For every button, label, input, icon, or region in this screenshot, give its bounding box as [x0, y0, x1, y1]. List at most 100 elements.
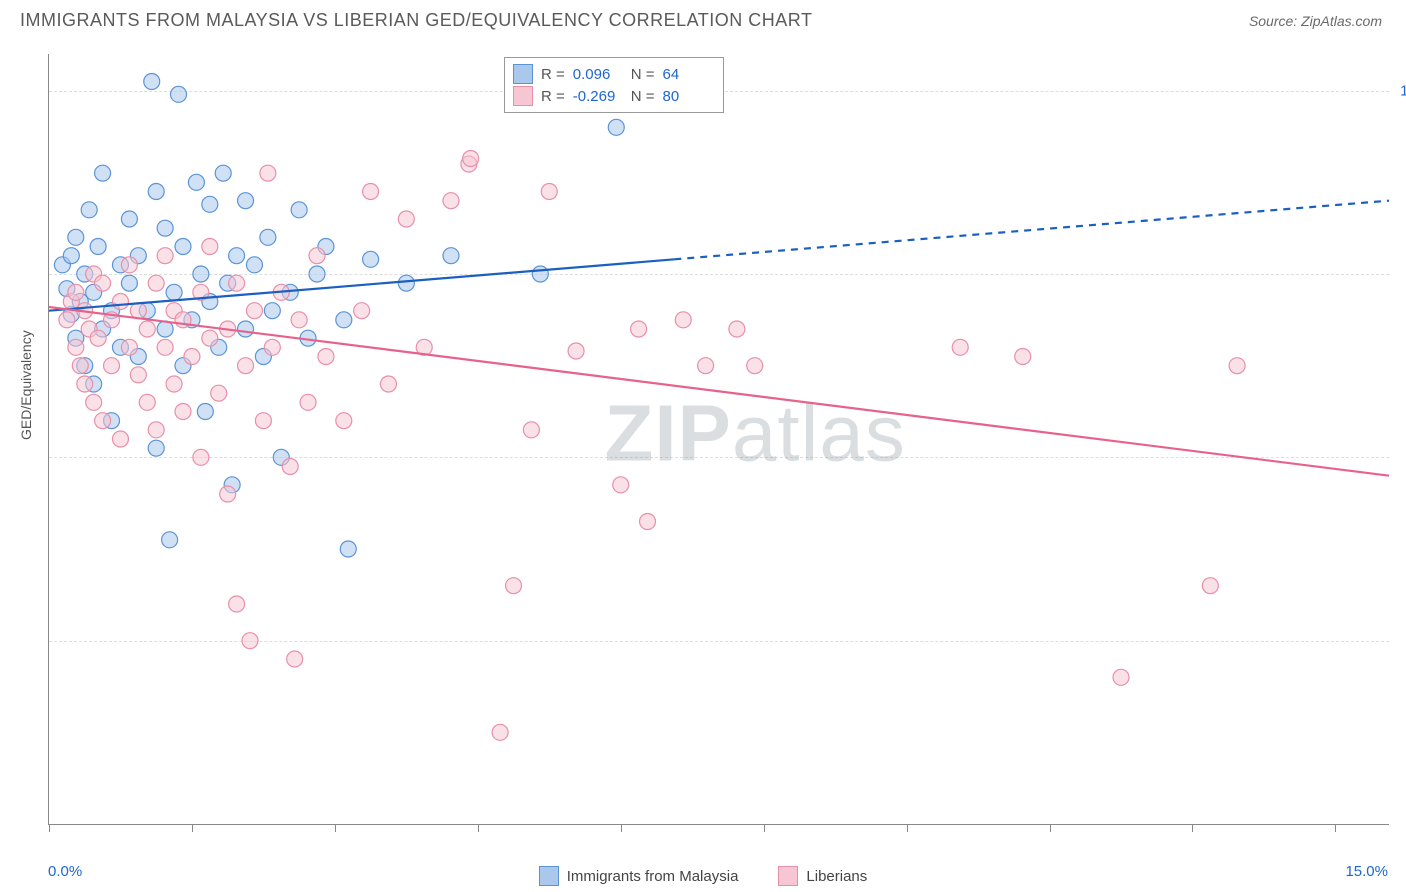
scatter-point: [698, 358, 714, 374]
scatter-point: [631, 321, 647, 337]
n-label-1: N =: [631, 66, 655, 83]
r-label-1: R =: [541, 66, 565, 83]
scatter-point: [675, 312, 691, 328]
scatter-point: [90, 330, 106, 346]
scatter-point: [282, 459, 298, 475]
scatter-point: [148, 422, 164, 438]
scatter-point: [747, 358, 763, 374]
scatter-point: [193, 449, 209, 465]
legend-swatch-2: [778, 866, 798, 886]
scatter-point: [112, 294, 128, 310]
scatter-point: [171, 86, 187, 102]
scatter-point: [318, 349, 334, 365]
swatch-series2: [513, 86, 533, 106]
legend-stats-box: R = 0.096 N = 64 R = -0.269 N = 80: [504, 57, 724, 113]
scatter-point: [532, 266, 548, 282]
scatter-point: [175, 239, 191, 255]
x-tick: [192, 824, 193, 832]
legend-label-2: Liberians: [806, 868, 867, 885]
x-tick: [49, 824, 50, 832]
r-label-2: R =: [541, 88, 565, 105]
scatter-point: [81, 202, 97, 218]
scatter-point: [309, 248, 325, 264]
x-tick: [478, 824, 479, 832]
regression-line: [49, 307, 1389, 476]
x-tick: [621, 824, 622, 832]
scatter-point: [72, 358, 88, 374]
scatter-point: [166, 376, 182, 392]
y-tick-label: 90.0%: [1396, 266, 1406, 283]
scatter-point: [130, 367, 146, 383]
scatter-point: [202, 330, 218, 346]
title-bar: IMMIGRANTS FROM MALAYSIA VS LIBERIAN GED…: [0, 0, 1406, 39]
scatter-point: [202, 196, 218, 212]
scatter-point: [398, 275, 414, 291]
x-tick: [907, 824, 908, 832]
plot-area: ZIPatlas R = 0.096 N = 64 R = -0.269 N =…: [48, 54, 1389, 825]
scatter-point: [121, 257, 137, 273]
scatter-point: [121, 275, 137, 291]
bottom-legend: Immigrants from Malaysia Liberians: [0, 866, 1406, 886]
scatter-point: [541, 184, 557, 200]
scatter-point: [463, 151, 479, 167]
scatter-point: [443, 193, 459, 209]
scatter-point: [287, 651, 303, 667]
legend-stats-row-1: R = 0.096 N = 64: [513, 64, 713, 84]
scatter-point: [398, 211, 414, 227]
scatter-point: [523, 422, 539, 438]
scatter-point: [157, 220, 173, 236]
source-attribution: Source: ZipAtlas.com: [1249, 13, 1382, 29]
scatter-point: [255, 413, 271, 429]
r-value-1: 0.096: [573, 66, 623, 83]
scatter-point: [336, 413, 352, 429]
scatter-point: [148, 275, 164, 291]
scatter-point: [157, 248, 173, 264]
scatter-point: [242, 633, 258, 649]
scatter-point: [104, 358, 120, 374]
scatter-point: [77, 376, 93, 392]
scatter-point: [86, 394, 102, 410]
regression-line: [674, 201, 1389, 260]
scatter-point: [291, 202, 307, 218]
scatter-point: [363, 184, 379, 200]
scatter-point: [162, 532, 178, 548]
scatter-point: [1202, 578, 1218, 594]
scatter-point: [300, 394, 316, 410]
scatter-point: [148, 440, 164, 456]
scatter-point: [139, 394, 155, 410]
scatter-point: [246, 303, 262, 319]
scatter-point: [112, 431, 128, 447]
scatter-point: [238, 193, 254, 209]
n-value-2: 80: [663, 88, 713, 105]
scatter-point: [336, 312, 352, 328]
scatter-point: [175, 404, 191, 420]
scatter-point: [188, 174, 204, 190]
scatter-point: [193, 266, 209, 282]
scatter-point: [229, 275, 245, 291]
x-tick: [1192, 824, 1193, 832]
scatter-point: [608, 119, 624, 135]
scatter-point: [238, 321, 254, 337]
scatter-point: [215, 165, 231, 181]
scatter-point: [202, 239, 218, 255]
chart-title: IMMIGRANTS FROM MALAYSIA VS LIBERIAN GED…: [20, 10, 812, 31]
scatter-point: [166, 284, 182, 300]
scatter-point: [95, 165, 111, 181]
scatter-point: [68, 229, 84, 245]
scatter-point: [1113, 669, 1129, 685]
scatter-point: [121, 339, 137, 355]
scatter-point: [260, 229, 276, 245]
legend-swatch-1: [539, 866, 559, 886]
scatter-point: [121, 211, 137, 227]
y-tick-label: 100.0%: [1396, 82, 1406, 99]
x-tick: [1050, 824, 1051, 832]
legend-item-1: Immigrants from Malaysia: [539, 866, 739, 886]
y-axis-title: GED/Equivalency: [18, 330, 34, 440]
scatter-point: [1229, 358, 1245, 374]
legend-label-1: Immigrants from Malaysia: [567, 868, 739, 885]
scatter-point: [211, 385, 227, 401]
legend-stats-row-2: R = -0.269 N = 80: [513, 86, 713, 106]
scatter-point: [309, 266, 325, 282]
n-label-2: N =: [631, 88, 655, 105]
scatter-point: [229, 596, 245, 612]
